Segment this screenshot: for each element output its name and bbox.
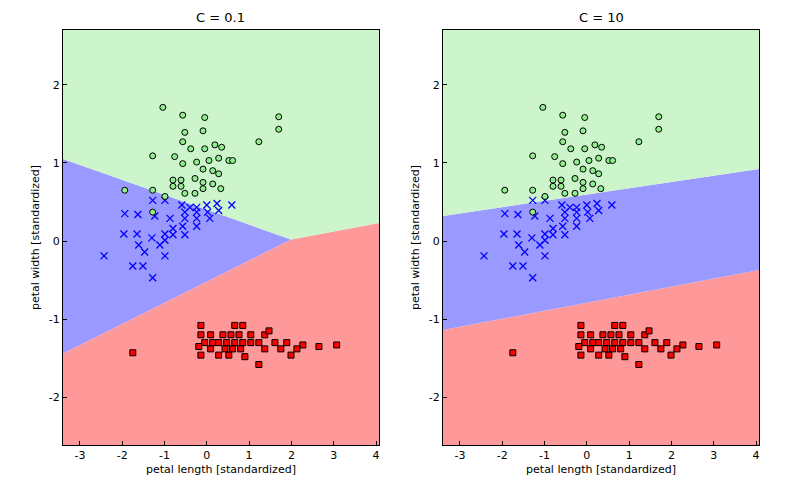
svg-text:-2: -2 <box>49 391 60 404</box>
svg-text:-1: -1 <box>539 449 550 462</box>
svg-text:1: 1 <box>53 157 60 170</box>
svg-text:4: 4 <box>373 449 380 462</box>
svg-text:0: 0 <box>433 235 440 248</box>
svg-text:C = 10: C = 10 <box>579 10 624 25</box>
svg-text:2: 2 <box>433 79 440 92</box>
svg-text:2: 2 <box>53 79 60 92</box>
svg-text:petal length [standardized]: petal length [standardized] <box>526 463 676 476</box>
svg-text:0: 0 <box>53 235 60 248</box>
svg-text:petal length [standardized]: petal length [standardized] <box>146 463 296 476</box>
svg-text:C = 0.1: C = 0.1 <box>196 10 245 25</box>
svg-text:0: 0 <box>203 449 210 462</box>
svg-text:1: 1 <box>433 157 440 170</box>
svg-text:-3: -3 <box>74 449 85 462</box>
svg-text:2: 2 <box>288 449 295 462</box>
svg-text:3: 3 <box>710 449 717 462</box>
svg-text:1: 1 <box>626 449 633 462</box>
svg-text:0: 0 <box>583 449 590 462</box>
svg-text:3: 3 <box>330 449 337 462</box>
svg-text:petal width [standardized]: petal width [standardized] <box>29 165 42 310</box>
svg-text:2: 2 <box>668 449 675 462</box>
svg-text:-2: -2 <box>497 449 508 462</box>
svg-text:4: 4 <box>753 449 760 462</box>
svg-text:-1: -1 <box>429 313 440 326</box>
svg-text:petal width [standardized]: petal width [standardized] <box>409 165 422 310</box>
svg-text:-3: -3 <box>454 449 465 462</box>
svg-text:1: 1 <box>246 449 253 462</box>
svg-text:-1: -1 <box>49 313 60 326</box>
svg-text:-2: -2 <box>117 449 128 462</box>
svg-text:-2: -2 <box>429 391 440 404</box>
svg-text:-1: -1 <box>159 449 170 462</box>
